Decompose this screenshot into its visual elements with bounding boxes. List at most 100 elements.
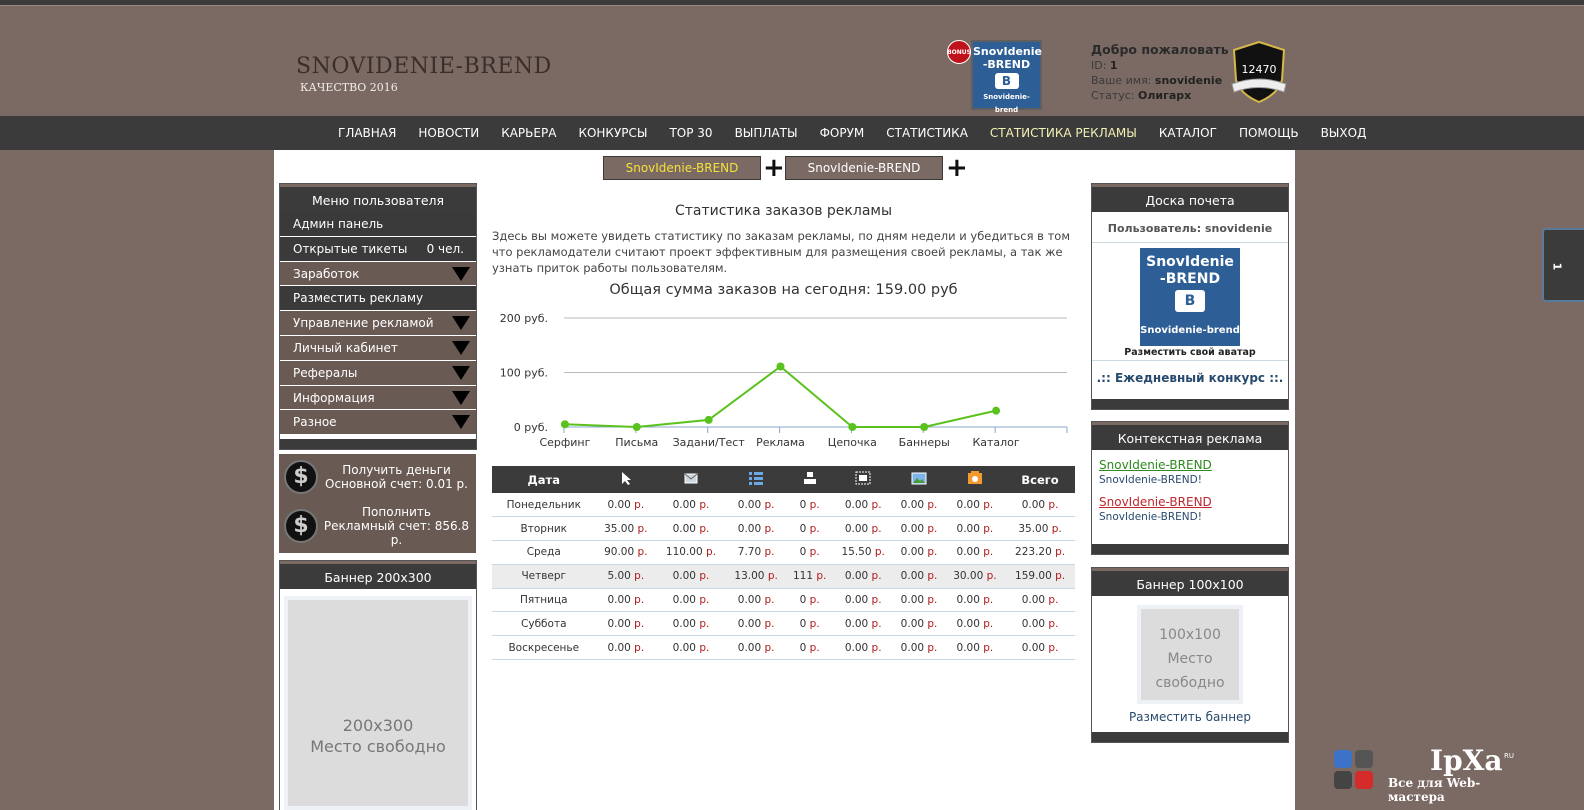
menu-item-label: Управление рекламой — [293, 316, 434, 331]
menu-item-8[interactable]: Разное — [280, 410, 476, 436]
value-cell: 0.00 р. — [893, 564, 945, 589]
nav-item-7[interactable]: СТАТИСТИКА — [886, 126, 968, 140]
value-cell: 0.00 р. — [832, 564, 894, 589]
logo-line2: -BREND — [982, 58, 1031, 71]
bonus-badge[interactable]: BONUS — [947, 40, 971, 64]
y-tick-label: 200 руб. — [500, 312, 548, 325]
nav-item-2[interactable]: КАРЬЕРА — [501, 126, 557, 140]
top-border — [0, 0, 1584, 6]
value-cell: 0 р. — [786, 588, 833, 613]
value-cell: 110.00 р. — [656, 540, 726, 565]
image-icon — [893, 466, 945, 493]
nav-item-10[interactable]: ПОМОЩЬ — [1238, 126, 1299, 140]
place-banner-link[interactable]: Разместить баннер — [1128, 710, 1252, 724]
column-header-8: Всего — [1005, 466, 1075, 493]
data-point — [704, 415, 713, 424]
value-cell: 0.00 р. — [944, 588, 1006, 613]
orders-table: Дата Всего Понедельник 0.00 р. 0.00 р. 0.00 … — [492, 466, 1075, 661]
data-point — [848, 423, 857, 431]
value-cell: 223.20 р. — [1005, 540, 1075, 565]
expand-triangle-icon[interactable] — [452, 365, 470, 380]
withdraw-balance: Основной счет: 0.01 р. — [325, 477, 468, 491]
expand-triangle-icon[interactable] — [452, 316, 470, 331]
menu-item-5[interactable]: Личный кабинет — [280, 335, 476, 361]
day-cell: Четверг — [492, 564, 596, 589]
value-cell: 30.00 р. — [944, 564, 1006, 589]
value-cell: 0.00 р. — [832, 635, 894, 661]
table-row: Понедельник 0.00 р. 0.00 р. 0.00 р. 0 р. 0.00… — [492, 493, 1075, 518]
menu-item-4[interactable]: Управление рекламой — [280, 311, 476, 336]
x-tick-label: Серфинг — [539, 436, 590, 449]
value-cell: 35.00 р. — [595, 516, 657, 542]
day-cell: Воскресенье — [492, 635, 596, 661]
avatar[interactable]: SnovIdenie -BREND B Snovidenie-brend Раз… — [1092, 243, 1288, 361]
nav-item-9[interactable]: КАТАЛОГ — [1158, 126, 1217, 140]
value-cell: 13.00 р. — [725, 564, 787, 589]
day-cell: Суббота — [492, 611, 596, 637]
value-cell: 0.00 р. — [893, 516, 945, 542]
value-cell: 90.00 р. — [595, 540, 657, 565]
menu-item-3[interactable]: Разместить рекламу — [280, 286, 476, 312]
value-cell: 0.00 р. — [893, 635, 945, 661]
catalog-icon — [944, 466, 1006, 493]
data-point — [992, 406, 1001, 415]
banner-100-title: Баннер 100x100 — [1092, 568, 1288, 596]
deposit-button[interactable]: $ Пополнить Рекламный счет: 856.8 р. — [279, 501, 476, 553]
nav-item-0[interactable]: ГЛАВНАЯ — [338, 126, 397, 140]
dollar-coin-icon: $ — [284, 509, 318, 543]
x-tick-label: Письма — [615, 436, 658, 449]
context-ad-link-1[interactable]: SnovIdenie-BREND — [1099, 495, 1212, 509]
expand-triangle-icon[interactable] — [452, 340, 470, 355]
menu-item-label: Админ панель — [293, 217, 384, 231]
value-cell: 15.50 р. — [832, 540, 894, 565]
value-cell: 0.00 р. — [656, 564, 726, 589]
day-cell: Среда — [492, 540, 596, 565]
expand-triangle-icon[interactable] — [452, 415, 470, 430]
menu-item-0[interactable]: Админ панель — [280, 212, 476, 237]
quick-link-1[interactable]: SnovIdenie-BREND — [603, 156, 761, 180]
project-logo[interactable]: SnovIdenie -BREND B Snovidenie-brend — [971, 40, 1042, 114]
expand-triangle-icon[interactable] — [452, 266, 470, 281]
value-cell: 0.00 р. — [893, 611, 945, 637]
nav-item-8[interactable]: СТАТИСТИКА РЕКЛАМЫ — [989, 126, 1137, 140]
x-tick-label: Задани/Тест — [673, 436, 746, 449]
nav-item-6[interactable]: ФОРУМ — [819, 126, 865, 140]
add-quick-link-icon[interactable]: + — [763, 153, 785, 183]
menu-item-6[interactable]: Рефералы — [280, 360, 476, 386]
quick-link-2[interactable]: SnovIdenie-BREND — [785, 156, 943, 180]
withdraw-button[interactable]: $ Получить деньги Основной счет: 0.01 р. — [279, 454, 476, 501]
menu-item-1[interactable]: Открытые тикеты 0 чел. — [280, 236, 476, 262]
add-quick-link-icon[interactable]: + — [946, 153, 968, 183]
nav-item-11[interactable]: ВЫХОД — [1320, 126, 1367, 140]
avatar-caption[interactable]: Разместить свой аватар — [1124, 347, 1256, 358]
value-cell: 111 р. — [786, 564, 833, 589]
banner-200-placeholder[interactable]: 200x300 Место свободно — [284, 596, 472, 810]
value-cell: 0.00 р. — [944, 611, 1006, 637]
day-cell: Понедельник — [492, 493, 596, 518]
menu-item-2[interactable]: Заработок — [280, 261, 476, 287]
value-cell: 159.00 р. — [1005, 564, 1075, 589]
banner-100-text-1: Место — [1167, 651, 1213, 667]
expand-triangle-icon[interactable] — [452, 390, 470, 405]
value-cell: 0.00 р. — [944, 516, 1006, 542]
context-ad-link-0[interactable]: SnovIdenie-BREND — [1099, 458, 1212, 472]
nav-item-4[interactable]: TOP 30 — [669, 126, 713, 140]
site-brand[interactable]: SNOVIDENIE-BREND КАЧЕСТВО 2016 — [296, 54, 552, 94]
side-feedback-tab[interactable]: 1 — [1542, 228, 1584, 302]
menu-item-7[interactable]: Информация — [280, 385, 476, 411]
value-cell: 0.00 р. — [1005, 611, 1075, 637]
nav-item-1[interactable]: НОВОСТИ — [418, 126, 480, 140]
context-ad-desc-0: SnovIdenie-BREND! — [1099, 474, 1202, 486]
banner-100-placeholder[interactable]: 100x100 Место свободно — [1137, 605, 1243, 704]
x-tick-label: Каталог — [972, 436, 1019, 449]
id-label: ID: — [1091, 59, 1107, 72]
vk-icon: B — [1175, 290, 1205, 312]
honor-user-value: snovidenie — [1204, 222, 1273, 235]
page-title: Статистика заказов рекламы — [674, 203, 893, 219]
context-ads-panel: Контекстная реклама SnovIdenie-BREND Snov… — [1091, 421, 1289, 555]
value-cell: 0 р. — [786, 516, 833, 542]
nav-item-3[interactable]: КОНКУРСЫ — [578, 126, 648, 140]
deposit-label: Пополнить — [362, 505, 431, 519]
nav-item-5[interactable]: ВЫПЛАТЫ — [734, 126, 798, 140]
daily-contest-link[interactable]: .:: Ежедневный конкурс ::. — [1096, 371, 1284, 385]
